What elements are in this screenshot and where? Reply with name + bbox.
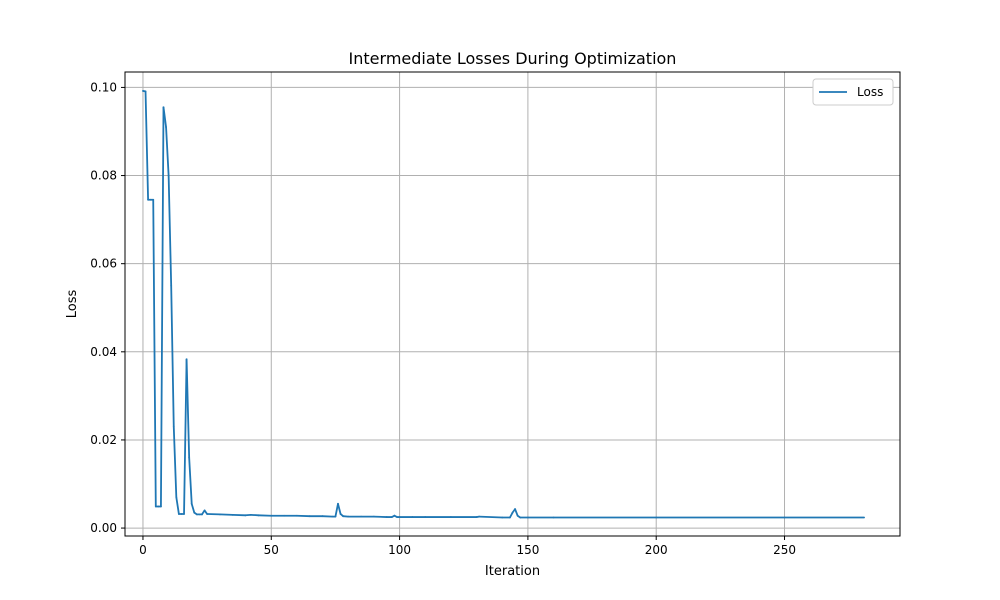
plot-frame xyxy=(124,71,901,537)
x-tick-label: 0 xyxy=(139,543,147,557)
loss-line-segment xyxy=(165,126,170,177)
loss-line-segment xyxy=(509,511,514,519)
loss-line-segment xyxy=(337,502,342,515)
series-layer xyxy=(142,90,865,519)
loss-line-segment xyxy=(188,456,193,505)
ticks-layer: 0 50 100 150 200 250 0.00 0.02 0.04 0.06 0.08 0.10 xyxy=(90,80,796,557)
loss-line-segment xyxy=(185,358,191,459)
legend-label-loss: Loss xyxy=(857,85,883,99)
loss-line-segment xyxy=(167,174,173,287)
legend: Loss xyxy=(812,78,894,106)
loss-line-segment xyxy=(152,198,157,508)
y-tick-label: 0.06 xyxy=(90,257,117,271)
loss-line-segment xyxy=(144,90,149,201)
x-axis-label: Iteration xyxy=(485,564,540,579)
loss-line-segment xyxy=(514,508,519,517)
loss-line-segment xyxy=(172,425,178,499)
x-tick-label: 100 xyxy=(388,543,411,557)
loss-line-segment xyxy=(162,106,167,128)
x-tick-label: 50 xyxy=(264,543,279,557)
loss-line-segment xyxy=(334,502,339,518)
loss-line-segment xyxy=(190,502,196,514)
y-tick-label: 0.02 xyxy=(90,433,117,447)
loss-line-segment xyxy=(160,106,165,508)
y-tick-label: 0.04 xyxy=(90,345,117,359)
x-tick-label: 250 xyxy=(773,543,796,557)
grid-layer xyxy=(125,72,900,536)
y-axis-label: Loss xyxy=(65,290,80,319)
loss-line-segment xyxy=(170,284,175,428)
x-tick-label: 150 xyxy=(516,543,539,557)
loss-line-segment xyxy=(183,358,188,515)
y-tick-label: 0.10 xyxy=(90,80,117,94)
chart-title: Intermediate Losses During Optimization xyxy=(349,49,677,68)
loss-line-segment xyxy=(478,515,504,519)
x-tick-label: 200 xyxy=(645,543,668,557)
y-tick-label: 0.00 xyxy=(90,521,117,535)
loss-line-segment xyxy=(175,496,180,515)
y-tick-label: 0.08 xyxy=(90,169,117,183)
legend-box xyxy=(812,78,894,106)
